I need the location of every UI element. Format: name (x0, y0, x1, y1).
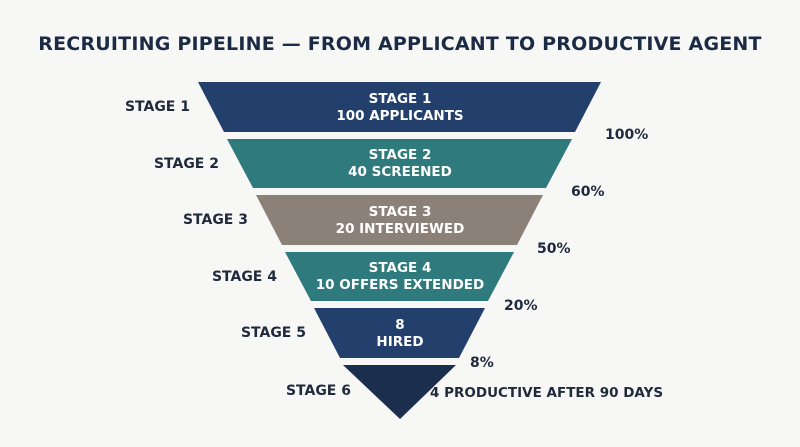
percent-stage-2: 60% (571, 184, 605, 200)
segment-5-line-2: HIRED (376, 334, 424, 350)
funnel-segment-stage-4 (285, 252, 514, 301)
stage-label-2: STAGE 2 (153, 156, 219, 172)
stage-label-6: STAGE 6 (285, 383, 351, 399)
stage-6-note: 4 PRODUCTIVE AFTER 90 DAYS (430, 385, 664, 401)
percent-stage-3: 50% (537, 241, 571, 257)
percent-stage-4: 20% (504, 298, 538, 314)
funnel-segment-stage-1 (198, 82, 601, 132)
segment-5-line-1: 8 (395, 317, 405, 333)
stage-label-1: STAGE 1 (124, 99, 190, 115)
stage-label-3: STAGE 3 (182, 212, 248, 228)
funnel-segment-stage-2 (227, 139, 572, 188)
segment-text-5: 8 HIRED (300, 317, 500, 351)
funnel-segment-stage-3 (256, 195, 543, 245)
segment-4-line-2: 10 OFFERS EXTENDED (315, 277, 485, 293)
segment-4-line-1: STAGE 4 (368, 260, 432, 276)
segment-text-3: STAGE 3 20 INTERVIEWED (300, 204, 500, 238)
segment-1-line-2: 100 APPLICANTS (336, 108, 464, 124)
segment-1-line-1: STAGE 1 (368, 91, 432, 107)
stage-label-5: STAGE 5 (240, 325, 306, 341)
segment-3-line-1: STAGE 3 (368, 204, 432, 220)
segment-text-4: STAGE 4 10 OFFERS EXTENDED (300, 260, 500, 294)
segment-2-line-2: 40 SCREENED (348, 164, 452, 180)
diagram-title: RECRUITING PIPELINE — FROM APPLICANT TO … (38, 33, 762, 55)
percent-stage-1: 100% (605, 127, 649, 143)
funnel-segment-stage-5 (314, 308, 485, 358)
stage-label-4: STAGE 4 (211, 269, 277, 285)
funnel-segment-stage-6 (343, 365, 456, 419)
segment-text-1: STAGE 1 100 APPLICANTS (300, 91, 500, 125)
segment-2-line-1: STAGE 2 (368, 147, 432, 163)
segment-text-2: STAGE 2 40 SCREENED (300, 147, 500, 181)
percent-stage-5: 8% (470, 355, 494, 371)
segment-3-line-2: 20 INTERVIEWED (335, 221, 465, 237)
